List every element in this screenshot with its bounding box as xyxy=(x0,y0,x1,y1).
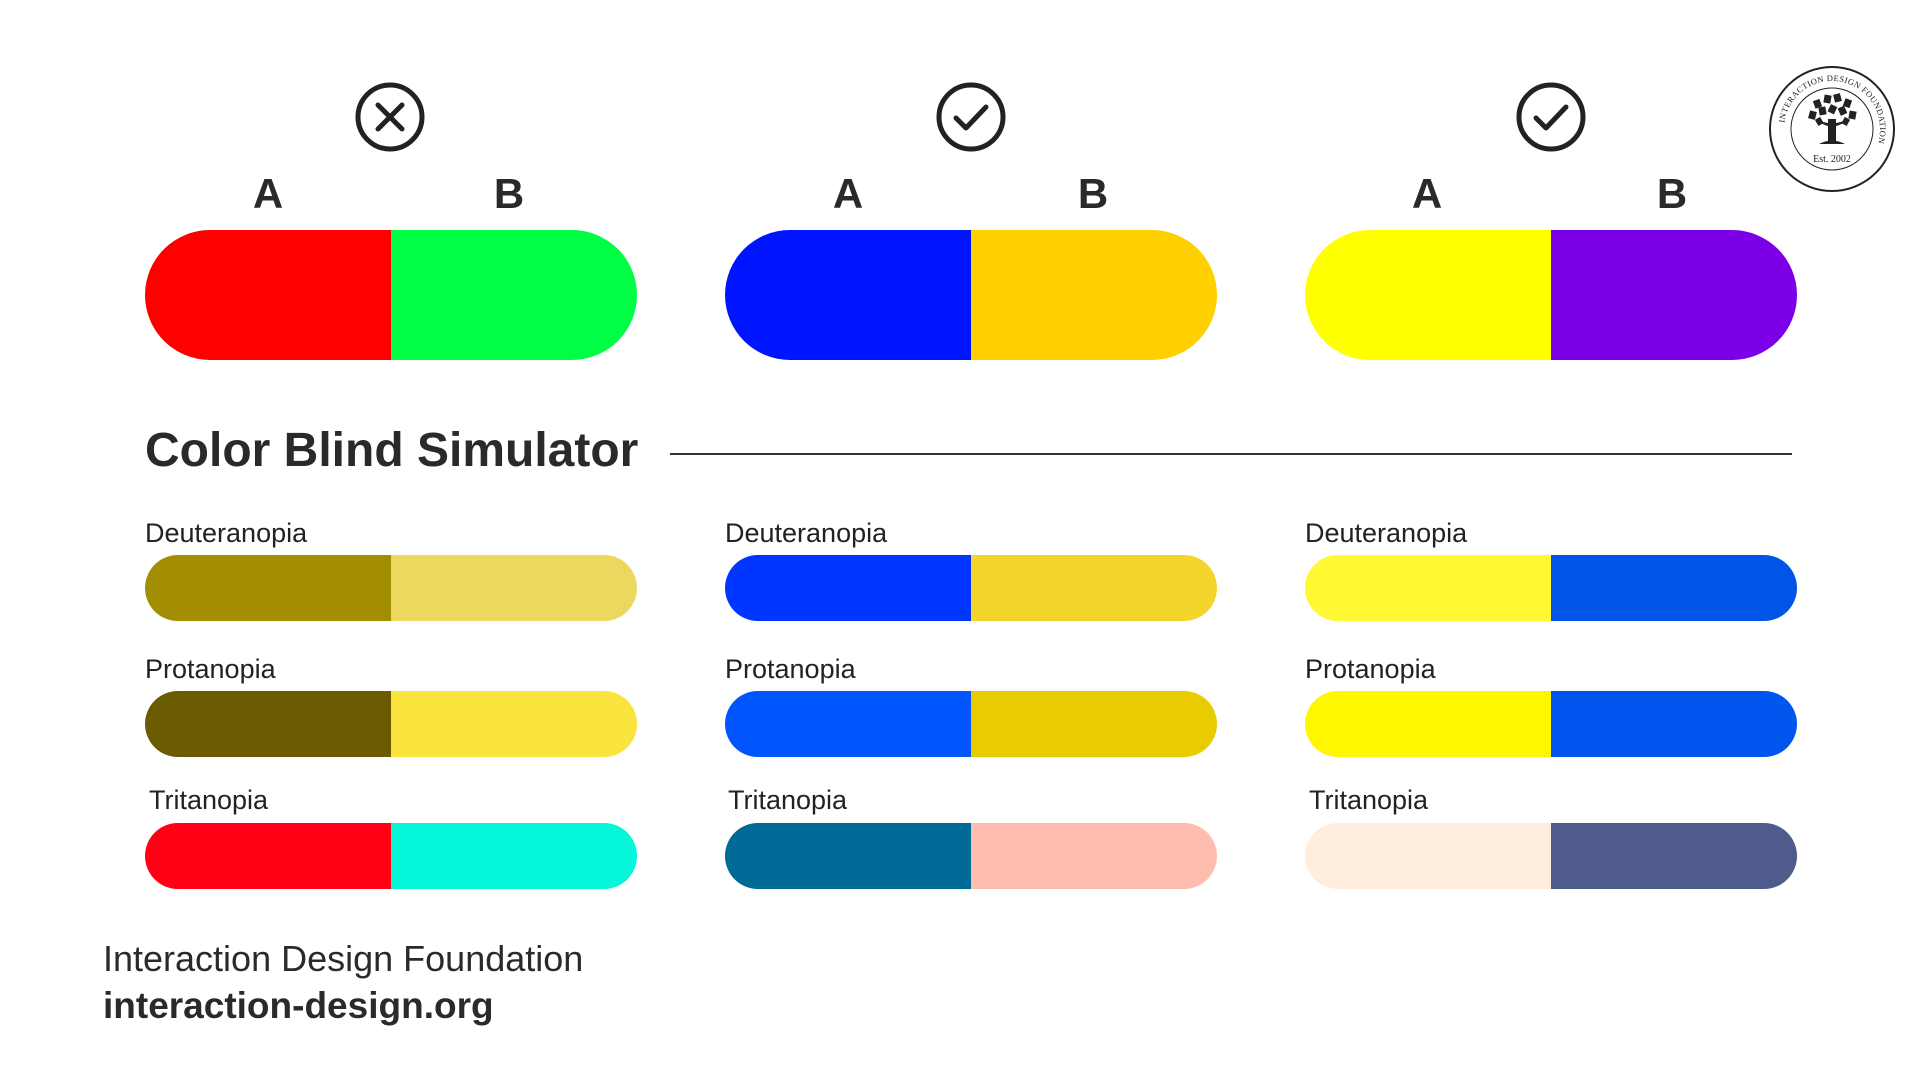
color-swatch-a xyxy=(1305,230,1551,360)
sim-label-deuteranopia: Deuteranopia xyxy=(1305,518,1468,548)
sim-swatch-a xyxy=(1305,823,1551,889)
sim-swatch-a xyxy=(725,823,971,889)
sim-pill-tritanopia xyxy=(725,823,1217,889)
sim-swatch-b xyxy=(1551,691,1797,757)
label-a: A xyxy=(252,170,284,217)
sim-swatch-a xyxy=(1305,555,1551,621)
sim-swatch-a xyxy=(145,555,391,621)
color-pair-pill xyxy=(725,230,1217,360)
sim-swatch-b xyxy=(391,823,637,889)
footer-url: interaction-design.org xyxy=(103,985,494,1026)
sim-swatch-b xyxy=(391,555,637,621)
sim-swatch-b xyxy=(391,691,637,757)
sim-swatch-a xyxy=(1305,691,1551,757)
color-pair-pill xyxy=(1305,230,1797,360)
sim-swatch-a xyxy=(145,823,391,889)
x-circle-icon xyxy=(355,82,425,152)
label-a: A xyxy=(832,170,864,217)
sim-pill-tritanopia xyxy=(145,823,637,889)
check-circle-icon xyxy=(936,82,1006,152)
sim-swatch-a xyxy=(725,555,971,621)
label-a: A xyxy=(1411,170,1443,217)
sim-swatch-b xyxy=(971,691,1217,757)
sim-swatch-a xyxy=(725,691,971,757)
sim-pill-deuteranopia xyxy=(1305,555,1797,621)
color-swatch-b xyxy=(971,230,1217,360)
sim-label-protanopia: Protanopia xyxy=(725,654,856,684)
label-b: B xyxy=(493,170,525,217)
footer-organization: Interaction Design Foundation xyxy=(103,938,584,979)
logo-est-text: Est. 2002 xyxy=(1813,154,1851,165)
label-b: B xyxy=(1077,170,1109,217)
section-divider xyxy=(670,453,1792,455)
sim-label-tritanopia: Tritanopia xyxy=(1309,785,1429,815)
sim-swatch-a xyxy=(145,691,391,757)
sim-swatch-b xyxy=(971,823,1217,889)
sim-pill-deuteranopia xyxy=(725,555,1217,621)
check-circle-icon xyxy=(1516,82,1586,152)
color-swatch-b xyxy=(1551,230,1797,360)
color-swatch-a xyxy=(145,230,391,360)
sim-swatch-b xyxy=(1551,823,1797,889)
sim-pill-protanopia xyxy=(1305,691,1797,757)
sim-label-tritanopia: Tritanopia xyxy=(728,785,848,815)
label-b: B xyxy=(1656,170,1688,217)
sim-label-deuteranopia: Deuteranopia xyxy=(725,518,888,548)
sim-swatch-b xyxy=(1551,555,1797,621)
color-swatch-b xyxy=(391,230,637,360)
sim-label-tritanopia: Tritanopia xyxy=(149,785,269,815)
color-swatch-a xyxy=(725,230,971,360)
section-title: Color Blind Simulator xyxy=(145,424,639,477)
sim-pill-tritanopia xyxy=(1305,823,1797,889)
sim-pill-protanopia xyxy=(145,691,637,757)
sim-pill-protanopia xyxy=(725,691,1217,757)
tree-book-seal-icon: INTERACTION DESIGN FOUNDATION Est. 2002 xyxy=(1769,66,1895,192)
color-pair-pill xyxy=(145,230,637,360)
sim-label-protanopia: Protanopia xyxy=(145,654,276,684)
sim-pill-deuteranopia xyxy=(145,555,637,621)
sim-label-protanopia: Protanopia xyxy=(1305,654,1436,684)
sim-label-deuteranopia: Deuteranopia xyxy=(145,518,308,548)
sim-swatch-b xyxy=(971,555,1217,621)
